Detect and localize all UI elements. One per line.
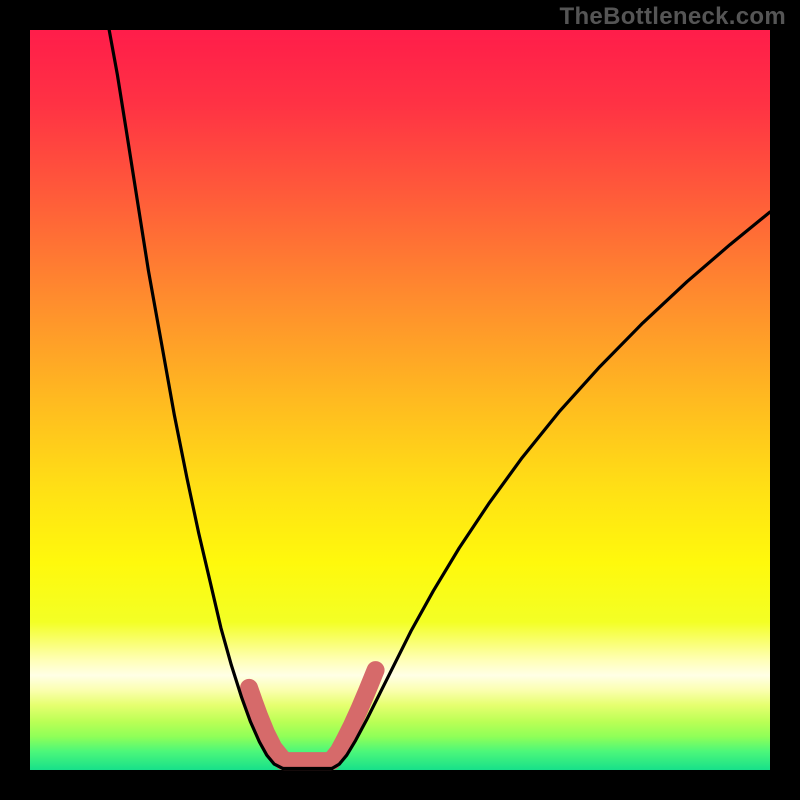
figure-root: TheBottleneck.com bbox=[0, 0, 800, 800]
watermark-text: TheBottleneck.com bbox=[560, 3, 786, 31]
chart-svg bbox=[0, 0, 800, 800]
plot-background bbox=[30, 30, 770, 770]
